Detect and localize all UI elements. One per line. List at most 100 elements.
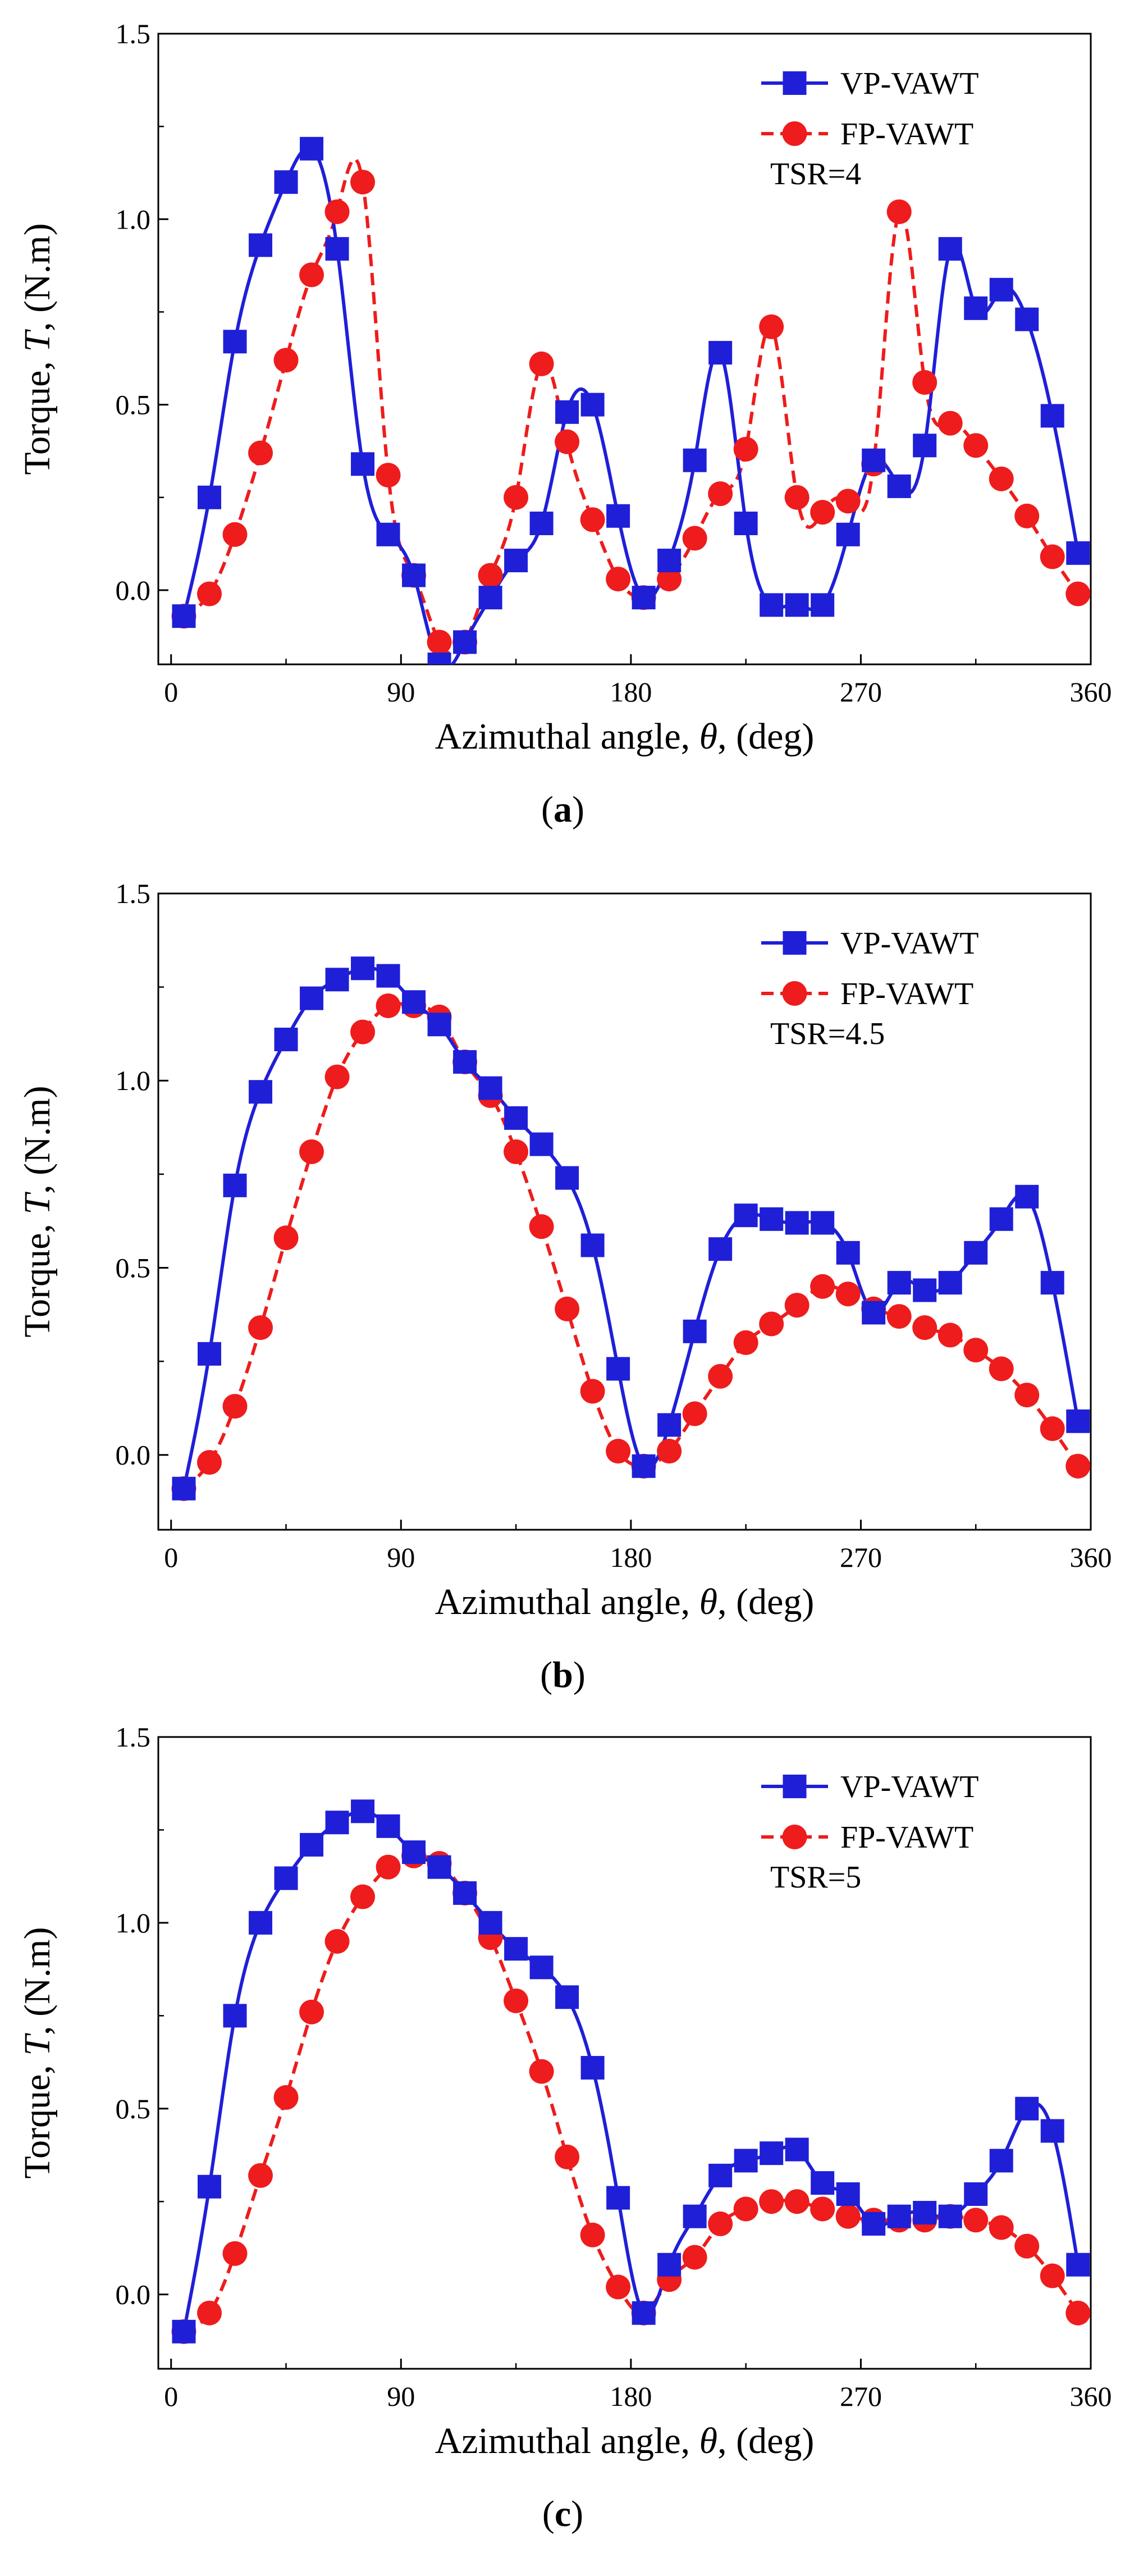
vp-data-point [657, 549, 682, 573]
vp-data-point [708, 341, 733, 365]
fp-data-point [478, 563, 503, 588]
x-tick-label: 270 [840, 676, 882, 708]
x-tick-label: 90 [387, 1542, 415, 1573]
fp-data-point [273, 1225, 299, 1251]
fp-data-point [222, 2241, 248, 2266]
fp-data-point [1014, 2233, 1040, 2259]
y-axis-label: Torque, T, (N.m) [17, 1086, 58, 1337]
fp-data-point [273, 2085, 299, 2110]
x-tick-label: 360 [1070, 1542, 1112, 1573]
plot-area [171, 136, 1091, 664]
vp-data-point [862, 1301, 886, 1325]
vp-data-point [887, 2204, 911, 2228]
fp-series-line [182, 1002, 1080, 1490]
fp-data-point [1014, 1383, 1040, 1408]
fp-data-point [299, 262, 324, 288]
x-tick-label: 90 [387, 676, 415, 708]
fp-data-point [989, 2215, 1014, 2240]
y-axis-label: Torque, T, (N.m) [17, 1927, 58, 2178]
fp-data-point [580, 1379, 605, 1404]
vp-data-point [529, 1955, 554, 1980]
fp-data-point [222, 522, 248, 547]
legend-label: VP-VAWT [840, 926, 978, 961]
vp-data-point [427, 1855, 451, 1879]
vp-data-point [172, 604, 196, 628]
vp-data-point [632, 586, 656, 610]
vp-data-point [1066, 541, 1090, 565]
vp-data-point [913, 1278, 937, 1302]
panel-label: (a) [541, 789, 584, 830]
vp-data-point [1066, 2253, 1090, 2277]
x-tick-label: 270 [840, 1542, 882, 1573]
vp-data-point [198, 485, 222, 509]
legend-marker [783, 1775, 807, 1798]
vp-data-point [811, 1211, 835, 1235]
vp-data-point [249, 1911, 273, 1935]
fp-data-point [529, 2059, 554, 2084]
y-axis-label: Torque, T, (N.m) [17, 223, 58, 475]
legend: VP-VAWT FP-VAWT [761, 926, 978, 1011]
y-tick-label: 0.0 [116, 1439, 151, 1471]
vp-data-point [325, 237, 349, 261]
plot-frame [157, 1736, 1092, 2370]
vp-data-point [836, 1241, 860, 1265]
vp-data-point [964, 296, 988, 320]
x-tick-label: 360 [1070, 2381, 1112, 2412]
fp-data-point [733, 436, 758, 462]
vp-data-point [964, 2182, 988, 2206]
plot-frame [157, 33, 1092, 665]
fp-data-point [248, 1315, 273, 1341]
vp-data-point [708, 2163, 733, 2187]
y-tick-label: 1.0 [116, 1907, 151, 1939]
fp-data-point [708, 1364, 733, 1389]
vp-data-point [478, 1911, 502, 1935]
fp-data-point [197, 2300, 222, 2326]
legend-label: FP-VAWT [840, 1820, 973, 1855]
fp-data-point [989, 466, 1014, 491]
fp-data-point [376, 1854, 401, 1880]
fp-data-point [682, 1401, 707, 1426]
plot-area [171, 956, 1091, 1501]
fp-data-point [606, 1439, 631, 1464]
vp-data-point [1066, 1409, 1090, 1433]
x-tick-label: 180 [610, 676, 652, 708]
x-tick-label: 360 [1070, 676, 1112, 708]
fp-data-point [810, 2196, 835, 2222]
tsr-annotation: TSR=5 [770, 1860, 861, 1895]
vp-data-point [1040, 1271, 1064, 1295]
x-tick-label: 90 [387, 2381, 415, 2412]
y-tick-label: 1.5 [116, 878, 151, 909]
vp-data-point [223, 2004, 247, 2028]
vp-data-point [478, 1076, 502, 1100]
vp-data-point [989, 1207, 1013, 1231]
x-axis-label: Azimuthal angle, θ, (deg) [435, 2420, 815, 2461]
vp-data-point [580, 1233, 605, 1257]
vp-data-point [198, 2174, 222, 2199]
fp-data-point [657, 567, 682, 592]
vp-data-point [376, 964, 400, 988]
fp-data-point [580, 2222, 605, 2247]
panel-b: 0 90 180 270 360 0.0 0.5 1.0 1.5 Azimuthal angle,… [17, 878, 1112, 1695]
vp-data-point [785, 2137, 809, 2162]
y-tick-label: 1.0 [116, 1065, 151, 1096]
fp-data-point [938, 1323, 963, 1348]
vp-data-point [351, 452, 375, 476]
vp-data-point [989, 2149, 1013, 2173]
legend-label: VP-VAWT [840, 1770, 978, 1804]
vp-data-point [198, 1342, 222, 1366]
fp-data-point [835, 2204, 861, 2229]
vp-data-point [402, 563, 426, 587]
x-tick-label: 180 [610, 1542, 652, 1573]
fp-data-point [912, 1315, 938, 1341]
legend-label: FP-VAWT [840, 977, 973, 1011]
x-tick-label: 0 [164, 2381, 178, 2412]
vp-data-point [938, 1271, 962, 1295]
fp-data-point [606, 2274, 631, 2300]
vp-data-point [453, 630, 477, 654]
fp-data-point [376, 463, 401, 488]
fp-data-point [759, 314, 784, 339]
vp-data-point [274, 170, 298, 194]
vp-data-point [989, 277, 1013, 302]
y-tick-label: 1.5 [116, 1721, 151, 1753]
vp-data-point [1015, 2096, 1039, 2121]
